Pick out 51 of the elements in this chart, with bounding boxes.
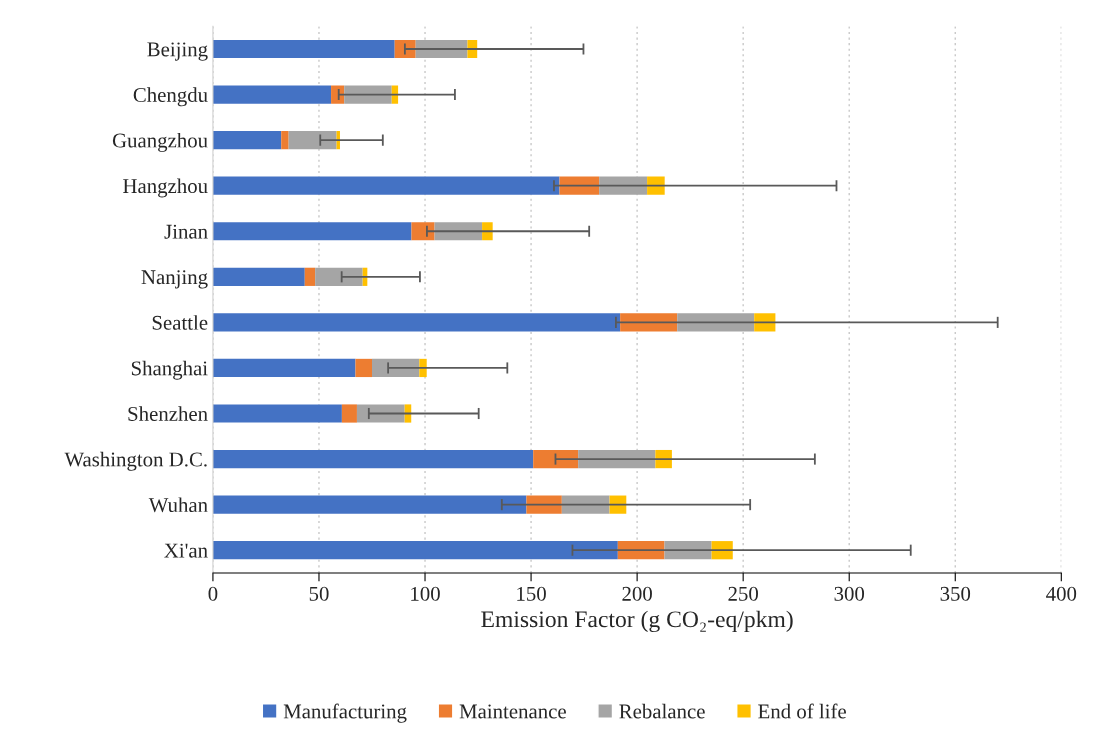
legend-label: Rebalance	[619, 703, 705, 719]
bar	[212, 39, 395, 59]
x-tick-label: 100	[411, 586, 440, 601]
y-tick-label: Beijing	[147, 42, 208, 61]
legend-label: End of life	[758, 703, 846, 719]
x-tick-label: 50	[309, 586, 329, 601]
y-tick-label: Guangzhou	[112, 132, 208, 152]
x-tick-label: 300	[834, 586, 865, 601]
bar	[212, 222, 412, 241]
bar	[212, 267, 305, 286]
bar	[288, 131, 337, 150]
bar	[212, 313, 621, 332]
bar	[411, 222, 435, 241]
y-tick-label: Seattle	[152, 315, 208, 330]
x-axis-title: Emission Factor (g CO₂-eq/pkm)	[481, 610, 793, 633]
bar	[391, 85, 399, 104]
y-tick-label: Shenzhen	[128, 406, 208, 421]
y-tick-label: Washington D.C.	[64, 451, 207, 471]
x-tick-label: 400	[1046, 586, 1077, 601]
bar	[212, 404, 342, 423]
bar	[212, 358, 356, 378]
bar	[212, 131, 282, 150]
bar	[212, 541, 618, 560]
bar	[404, 404, 412, 423]
bar	[355, 358, 372, 378]
y-tick-label: Xi'an	[164, 543, 208, 558]
bar	[212, 495, 527, 514]
y-tick-label: Jinan	[164, 224, 208, 239]
bar	[356, 404, 405, 423]
x-tick-label: 0	[208, 586, 218, 601]
bar	[281, 131, 289, 150]
x-tick-label: 350	[940, 586, 971, 601]
bar	[315, 267, 363, 286]
y-tick-label: Wuhan	[148, 497, 208, 513]
legend-label: Maintenance	[459, 704, 566, 719]
y-tick-label: Shanghai	[131, 360, 208, 380]
y-tick-label: Chengdu	[133, 87, 208, 107]
bar	[212, 85, 332, 104]
bar	[212, 176, 560, 195]
x-tick-label: 200	[622, 586, 652, 601]
bar	[372, 358, 420, 378]
bar	[304, 267, 316, 286]
x-tick-label: 150	[517, 586, 546, 601]
y-tick-label: Hangzhou	[123, 178, 208, 198]
bar	[341, 404, 357, 423]
bar	[533, 449, 579, 469]
bar	[212, 449, 534, 469]
legend-label: Manufacturing	[283, 703, 407, 723]
y-tick-label: Nanjing	[141, 270, 208, 289]
x-tick-label: 250	[728, 586, 758, 601]
bar	[344, 85, 392, 104]
